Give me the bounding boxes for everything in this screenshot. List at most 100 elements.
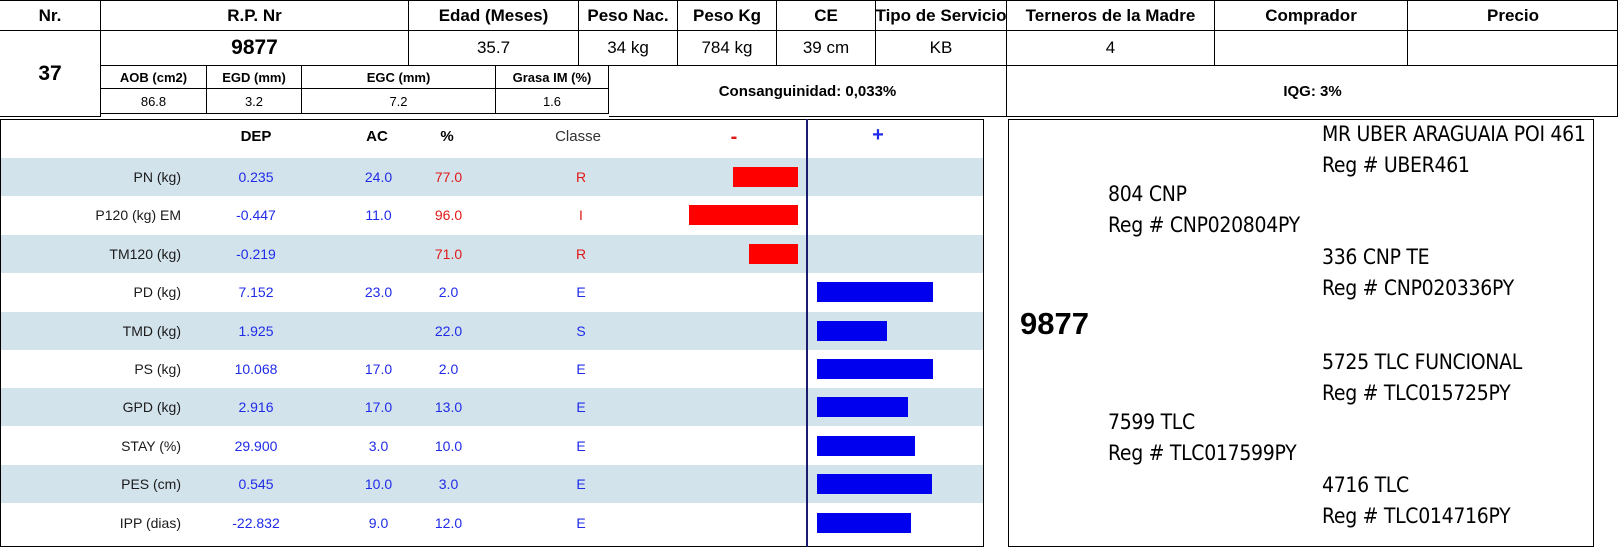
- classe-value: E: [576, 514, 586, 531]
- positive-bar: [817, 474, 932, 495]
- rp-nr-value: 9877: [101, 31, 409, 66]
- col-header-peso-nac: Peso Nac.: [579, 1, 678, 31]
- dep-value: -0.219: [236, 245, 276, 262]
- sire-sire-reg: Reg # UBER461: [1322, 153, 1470, 177]
- sire-dam-reg: Reg # CNP020336PY: [1322, 276, 1514, 300]
- dep-value: 0.545: [238, 476, 274, 493]
- classe-value: E: [576, 476, 586, 493]
- dep-value: 2.916: [238, 399, 274, 416]
- dam-dam-name: 4716 TLC: [1322, 473, 1409, 497]
- dep-header: DEP: [240, 128, 272, 145]
- pct-value: 22.0: [434, 322, 463, 339]
- ac-value: [346, 312, 411, 350]
- dep-row: TMD (kg) 1.925 22.0 S: [1, 311, 983, 350]
- classe-value: E: [576, 437, 586, 454]
- iqg-value: IQG: 3%: [1007, 66, 1618, 117]
- col-header-rp-nr: R.P. Nr: [101, 1, 409, 31]
- pct-value: 71.0: [434, 245, 463, 262]
- ac-value: 11.0: [365, 207, 392, 224]
- positive-bar: [817, 397, 908, 418]
- consanguinidad-value: Consanguinidad: 0,033%: [609, 66, 1007, 117]
- sub-header-grasa-im: Grasa IM (%): [496, 66, 609, 89]
- aob-value: 86.8: [101, 89, 207, 114]
- trait-label: PES (cm): [121, 476, 181, 493]
- dep-panel: DEP AC % Classe - + PN (kg) 0.235 24.0 77.0…: [0, 119, 987, 552]
- egd-value: 3.2: [207, 89, 302, 114]
- ac-value: [346, 235, 411, 273]
- dep-value: -22.832: [232, 514, 280, 531]
- sire-dam-name: 336 CNP TE: [1322, 245, 1430, 269]
- egc-value: 7.2: [302, 89, 496, 114]
- classe-header: Classe: [555, 128, 601, 145]
- sire-sire-name: MR UBER ARAGUAIA POI 461: [1322, 122, 1586, 146]
- dam-reg: Reg # TLC017599PY: [1108, 441, 1297, 465]
- classe-value: E: [576, 399, 586, 416]
- col-header-precio: Precio: [1408, 1, 1618, 31]
- positive-bar: [817, 359, 933, 379]
- pct-value: 10.0: [434, 437, 463, 454]
- trait-label: P120 (kg) EM: [95, 207, 181, 224]
- sire-reg: Reg # CNP020804PY: [1108, 213, 1300, 237]
- trait-label: GPD (kg): [122, 399, 181, 416]
- trait-label: PS (kg): [134, 361, 181, 377]
- pct-value: 77.0: [434, 169, 463, 185]
- table-top-border: [0, 0, 1618, 1]
- trait-label: PD (kg): [133, 284, 181, 301]
- peso-nac-value: 34 kg: [579, 31, 678, 66]
- ac-value: 3.0: [368, 437, 389, 454]
- tipo-servicio-value: KB: [876, 31, 1007, 66]
- dep-value: 7.152: [238, 284, 274, 301]
- ac-header: AC: [366, 128, 388, 145]
- classe-value: S: [576, 322, 586, 339]
- peso-kg-value: 784 kg: [678, 31, 777, 66]
- dep-row: GPD (kg) 2.916 17.0 13.0 E: [1, 388, 983, 427]
- positive-bar: [817, 435, 915, 456]
- dep-value: 10.068: [234, 361, 278, 377]
- trait-label: TM120 (kg): [109, 245, 181, 262]
- col-header-comprador: Comprador: [1215, 1, 1408, 31]
- edad-value: 35.7: [409, 31, 579, 66]
- pct-value: 12.0: [434, 514, 463, 531]
- zero-axis-line: [806, 119, 808, 547]
- dep-row: STAY (%) 29.900 3.0 10.0 E: [1, 427, 983, 465]
- dam-sire-name: 5725 TLC FUNCIONAL: [1322, 350, 1522, 374]
- ac-value: 17.0: [364, 361, 393, 377]
- terneros-madre-value: 4: [1007, 31, 1215, 66]
- dep-value: 1.925: [238, 322, 274, 339]
- trait-label: TMD (kg): [122, 322, 181, 339]
- dep-row: PS (kg) 10.068 17.0 2.0 E: [1, 350, 983, 388]
- animal-id: 9877: [1020, 306, 1089, 341]
- col-header-ce: CE: [777, 1, 876, 31]
- trait-label: STAY (%): [121, 437, 181, 454]
- dep-row: TM120 (kg) -0.219 71.0 R: [1, 234, 983, 273]
- precio-value[interactable]: [1408, 31, 1618, 66]
- pct-value: 96.0: [434, 207, 463, 224]
- col-header-edad: Edad (Meses): [409, 1, 579, 31]
- dam-dam-reg: Reg # TLC014716PY: [1322, 504, 1511, 528]
- negative-bar: [733, 167, 798, 187]
- pct-value: 2.0: [438, 284, 459, 301]
- nr-value: 37: [0, 31, 101, 117]
- ac-value: 10.0: [364, 476, 393, 493]
- ac-value: 9.0: [368, 514, 389, 531]
- ac-value: 24.0: [364, 169, 393, 185]
- sub-header-egd: EGD (mm): [207, 66, 302, 89]
- trait-label: IPP (dias): [119, 514, 181, 531]
- ce-value: 39 cm: [777, 31, 876, 66]
- classe-value: E: [576, 284, 586, 301]
- col-header-peso-kg: Peso Kg: [678, 1, 777, 31]
- col-header-tipo-servicio: Tipo de Servicio: [876, 1, 1007, 31]
- dep-value: 29.900: [234, 437, 278, 454]
- positive-bar: [817, 320, 887, 341]
- positive-header: +: [872, 124, 884, 146]
- ac-value: 23.0: [364, 284, 393, 301]
- comprador-value[interactable]: [1215, 31, 1408, 66]
- pct-value: 2.0: [438, 361, 459, 377]
- classe-value: E: [576, 361, 586, 377]
- dep-value: -0.447: [236, 207, 276, 224]
- negative-bar: [749, 243, 798, 264]
- negative-bar: [689, 205, 798, 226]
- classe-value: I: [579, 207, 583, 224]
- dep-row: PES (cm) 0.545 10.0 3.0 E: [1, 465, 983, 504]
- dep-value: 0.235: [238, 169, 274, 185]
